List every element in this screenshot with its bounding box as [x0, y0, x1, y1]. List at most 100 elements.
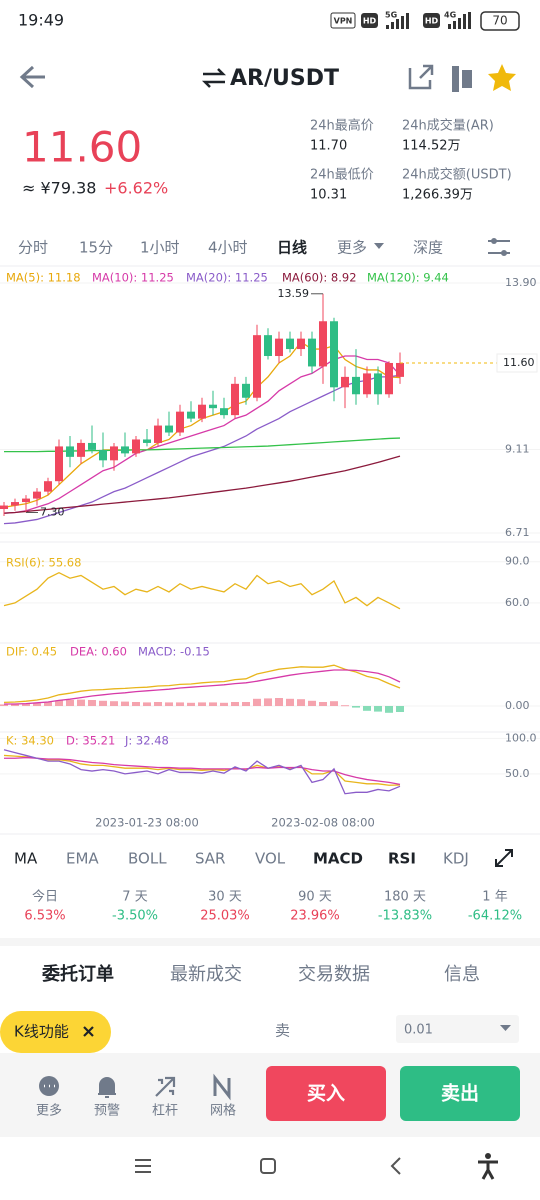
period-change: 23.96% — [290, 909, 340, 924]
x-tick-label: 2023-01-23 08:00 — [95, 816, 199, 830]
macd-bar — [264, 698, 272, 706]
high-label: 13.59 — [278, 287, 310, 300]
macd-bar — [44, 702, 52, 706]
macd-bar — [66, 700, 74, 706]
stat-label: 24h最低价 — [310, 168, 374, 183]
period-change: 25.03% — [200, 909, 250, 924]
indicator-legend: MACD: -0.15 — [138, 645, 210, 659]
indicator-tab[interactable]: VOL — [255, 850, 286, 868]
order-tab[interactable]: 交易数据 — [298, 964, 370, 985]
period-label: 1 年 — [482, 890, 507, 905]
cny-price: ≈ ¥79.38 — [22, 179, 96, 198]
macd-bar — [341, 705, 349, 707]
y-tick-label: 13.90 — [505, 276, 537, 289]
timeframe-tab[interactable]: 更多 — [337, 239, 367, 257]
grid-icon[interactable] — [213, 1073, 231, 1101]
sell-label[interactable]: 卖出 — [441, 1082, 479, 1105]
period-label: 7 天 — [122, 890, 147, 905]
settings-icon[interactable] — [488, 240, 510, 254]
accessibility-icon[interactable] — [485, 1153, 491, 1159]
share-icon[interactable] — [408, 64, 434, 90]
macd-bar — [297, 699, 305, 706]
order-tab[interactable]: 信息 — [444, 964, 480, 985]
buy-button[interactable] — [266, 1066, 386, 1121]
amount-select[interactable] — [396, 1015, 519, 1043]
tool-label[interactable]: 预警 — [94, 1103, 120, 1119]
timeframe-tab[interactable]: 15分 — [79, 239, 113, 257]
candle-body — [231, 383, 239, 416]
nav-recent[interactable] — [135, 1159, 151, 1173]
pair-title[interactable]: AR/USDT — [230, 66, 339, 91]
timeframe-tab-active[interactable]: 日线 — [277, 239, 307, 257]
tool-label[interactable]: 网格 — [210, 1103, 236, 1119]
alert-icon[interactable] — [98, 1077, 116, 1098]
indicator-tab[interactable]: BOLL — [128, 850, 167, 868]
macd-bar — [209, 702, 217, 706]
indicator-tab[interactable]: MACD — [313, 850, 363, 868]
amount-value[interactable]: 0.01 — [404, 1023, 433, 1038]
layout-icon[interactable] — [452, 66, 472, 92]
y-tick-label: 6.71 — [505, 526, 530, 539]
indicator-line — [4, 756, 401, 785]
candle-body — [275, 338, 283, 357]
nav-home[interactable] — [260, 1158, 276, 1174]
macd-bar — [99, 700, 107, 706]
signal-bars — [386, 12, 471, 29]
close-icon[interactable] — [83, 1026, 94, 1037]
candle-body — [330, 321, 338, 388]
nav-back[interactable] — [390, 1157, 401, 1175]
macd-bar — [110, 701, 118, 706]
status-icon: 5G — [385, 11, 397, 20]
panel-dividers — [0, 265, 540, 835]
candle-body — [319, 321, 327, 367]
last-price-label: 11.60 — [503, 356, 535, 369]
buy-label[interactable]: 买入 — [307, 1083, 345, 1105]
swap-icon — [201, 68, 227, 88]
indicator-tab[interactable]: MA — [14, 850, 38, 868]
tool-label[interactable]: 更多 — [36, 1103, 62, 1119]
kline-button[interactable] — [0, 1011, 111, 1053]
indicator-line — [3, 664, 401, 704]
indicator-tab[interactable]: RSI — [388, 850, 416, 868]
back-button[interactable] — [19, 65, 45, 89]
timeframe-tab[interactable]: 4小时 — [208, 239, 248, 257]
order-tab[interactable]: 最新成交 — [170, 964, 242, 985]
timeframe-tab[interactable]: 深度 — [413, 239, 443, 257]
candle-body — [132, 439, 140, 454]
macd-bar — [308, 700, 316, 706]
macd-bar — [231, 702, 239, 706]
timeframe-tab[interactable]: 1小时 — [140, 239, 180, 257]
period-label: 180 天 — [384, 890, 426, 905]
candle-body — [242, 383, 250, 398]
sell-button[interactable] — [400, 1066, 520, 1121]
candle-body — [11, 502, 19, 506]
period-label: 30 天 — [208, 890, 242, 905]
indicator-tab[interactable]: KDJ — [443, 850, 469, 868]
candle-body — [374, 373, 382, 395]
status-icon-box — [361, 13, 378, 28]
expand-icon[interactable] — [495, 849, 513, 867]
accessibility-icon-body — [478, 1160, 498, 1180]
favorite-star[interactable] — [488, 64, 516, 91]
candle-body — [33, 491, 41, 499]
margin-icon[interactable] — [155, 1076, 176, 1097]
indicator-legend: DIF: 0.45 — [6, 645, 57, 659]
timeframe-tab[interactable]: 分时 — [18, 239, 48, 257]
indicator-legend: MA(10): 11.25 — [92, 271, 174, 285]
macd-bar — [374, 706, 382, 712]
indicator-tabs: MA EMA BOLL SAR VOL MACD RSI KDJ — [14, 850, 469, 868]
kline-button-label[interactable]: K线功能 — [14, 1023, 69, 1041]
indicator-tab[interactable]: EMA — [66, 850, 99, 868]
candle-body — [385, 362, 393, 395]
stat-label: 24h最高价 — [310, 118, 374, 134]
macd-bar — [165, 702, 173, 706]
macd-bar — [242, 702, 250, 706]
indicator-tab[interactable]: SAR — [195, 850, 225, 868]
y-tick-label: 9.11 — [505, 443, 530, 456]
candle-body — [297, 338, 305, 350]
status-icon: 4G — [444, 11, 456, 20]
order-tab[interactable]: 委托订单 — [41, 963, 114, 985]
y-tick-label: 90.0 — [505, 555, 530, 568]
indicator-line — [3, 749, 401, 795]
tool-label[interactable]: 杠杆 — [152, 1103, 178, 1119]
